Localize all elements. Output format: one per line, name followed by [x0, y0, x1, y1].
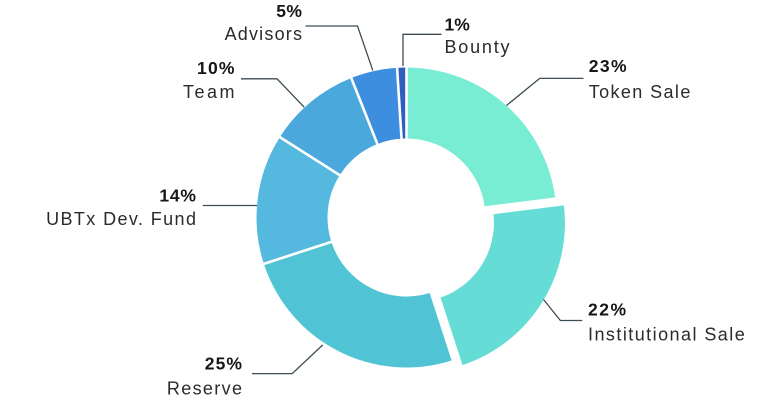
svg-text:25%: 25%	[205, 354, 243, 374]
svg-text:22%: 22%	[588, 299, 628, 319]
svg-text:5%: 5%	[276, 1, 302, 21]
svg-text:Institutional Sale: Institutional Sale	[588, 325, 746, 345]
svg-text:14%: 14%	[159, 186, 196, 206]
svg-text:UBTx Dev. Fund: UBTx Dev. Fund	[46, 209, 197, 229]
svg-text:Team: Team	[183, 82, 237, 102]
svg-text:10%: 10%	[197, 58, 236, 78]
svg-text:Bounty: Bounty	[445, 37, 512, 57]
svg-text:Reserve: Reserve	[167, 379, 243, 399]
svg-text:23%: 23%	[589, 56, 628, 76]
svg-text:1%: 1%	[445, 15, 471, 35]
svg-text:Token Sale: Token Sale	[589, 82, 692, 102]
svg-text:Advisors: Advisors	[225, 24, 304, 44]
